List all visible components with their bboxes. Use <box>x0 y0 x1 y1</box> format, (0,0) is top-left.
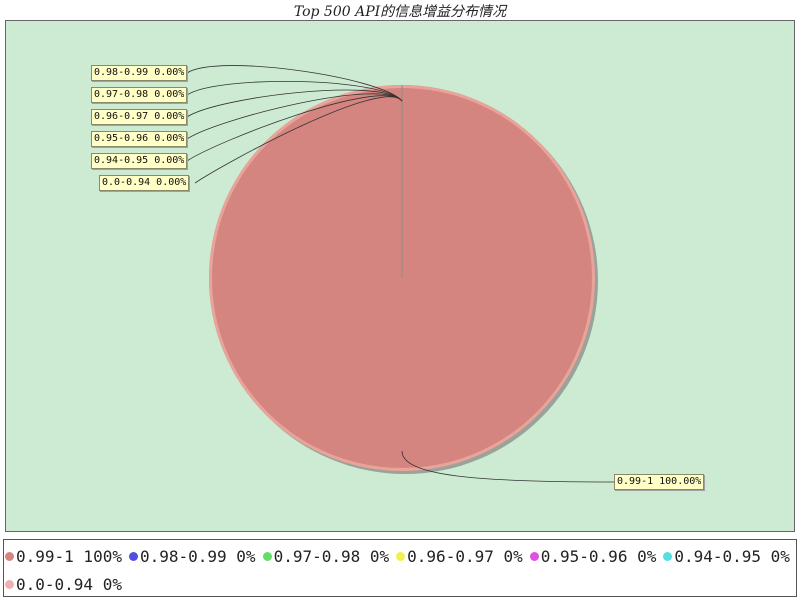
legend-item-0.94-0.95: 0.94-0.95 0% <box>662 543 790 571</box>
callout-0.97-0.98: 0.97-0.98 0.00% <box>91 87 188 103</box>
legend-item-0.96-0.97: 0.96-0.97 0% <box>395 543 523 571</box>
legend-label: 0.97-0.98 0% <box>273 547 390 566</box>
leader-line-0.98-0.99 <box>186 65 403 102</box>
leader-line-0.99-1 <box>401 450 615 483</box>
legend: 0.99-1 100% 0.98-0.99 0% 0.97-0.98 0% 0.96-… <box>3 539 797 597</box>
callout-0.95-0.96: 0.95-0.96 0.00% <box>91 131 188 147</box>
legend-label: 0.0-0.94 0% <box>16 575 122 594</box>
chart-title: Top 500 API的信息增益分布情况 <box>293 4 507 20</box>
legend-item-0.97-0.98: 0.97-0.98 0% <box>262 543 390 571</box>
legend-item-0.98-0.99: 0.98-0.99 0% <box>128 543 256 571</box>
legend-item-0.0-0.94: 0.0-0.94 0% <box>4 571 122 599</box>
callout-0.96-0.97: 0.96-0.97 0.00% <box>91 109 188 125</box>
legend-swatch-icon <box>262 552 272 561</box>
plot-area: 0.99-1 100.00% 0.98-0.99 0.00% 0.97-0.98 0… <box>5 20 795 532</box>
pie-chart <box>186 65 615 483</box>
callout-0.98-0.99: 0.98-0.99 0.00% <box>91 65 188 81</box>
legend-label: 0.96-0.97 0% <box>407 547 523 566</box>
legend-swatch-icon <box>663 552 673 561</box>
callout-0.94-0.95: 0.94-0.95 0.00% <box>91 153 188 169</box>
leader-line-0.0-0.94 <box>194 96 403 184</box>
leader-line-0.96-0.97 <box>186 89 403 118</box>
legend-swatch-icon <box>396 552 406 561</box>
legend-swatch-icon <box>5 552 14 561</box>
legend-label: 0.98-0.99 0% <box>139 547 256 566</box>
legend-item-0.99-1: 0.99-1 100% <box>4 543 122 571</box>
callout-0.0-0.94: 0.0-0.94 0.00% <box>99 175 190 191</box>
leader-line-0.97-0.98 <box>186 80 403 102</box>
callout-0.99-1: 0.99-1 100.00% <box>614 474 705 490</box>
legend-swatch-icon <box>529 552 539 561</box>
legend-item-0.95-0.96: 0.95-0.96 0% <box>529 543 657 571</box>
legend-swatch-icon <box>5 580 14 589</box>
legend-label: 0.95-0.96 0% <box>540 547 657 566</box>
leader-line-0.95-0.96 <box>186 93 403 140</box>
legend-label: 0.99-1 100% <box>16 547 122 566</box>
legend-swatch-icon <box>128 552 138 561</box>
legend-label: 0.94-0.95 0% <box>674 547 790 566</box>
leader-line-0.94-0.95 <box>186 95 403 162</box>
